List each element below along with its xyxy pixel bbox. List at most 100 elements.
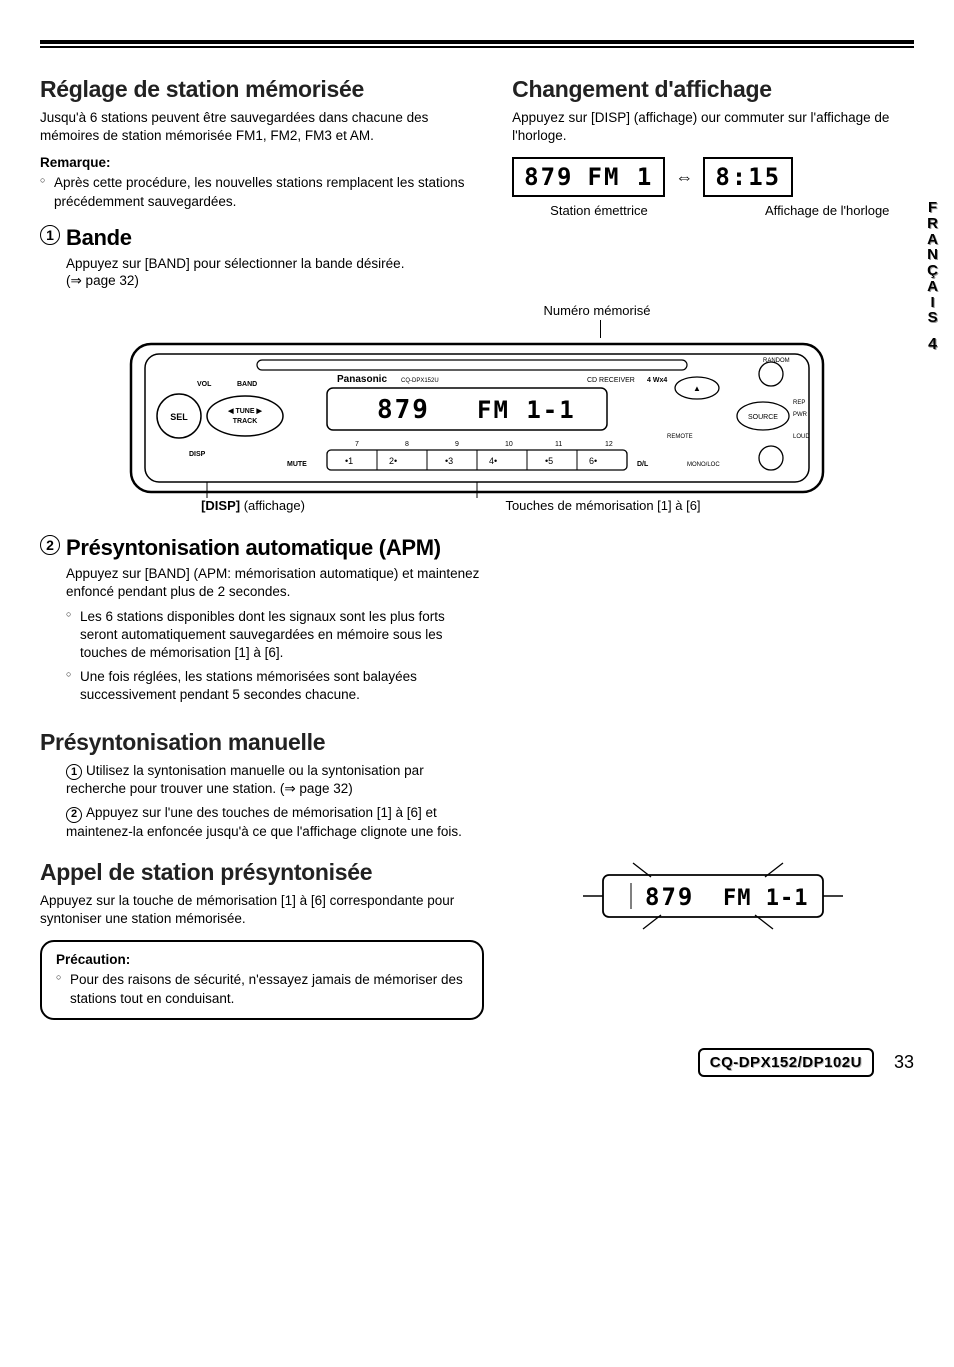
display-toggle-row: 879 FM 1 ⇔ 8:15 <box>512 157 914 197</box>
lcd-clock: 8:15 <box>715 163 781 191</box>
receiver-label: CD RECEIVER <box>587 377 635 384</box>
radio-diagram-area: Numéro mémorisé SEL ◀ TUNE ▶ TRACK VOL B… <box>40 303 914 513</box>
side-tab-letter: N <box>927 247 938 263</box>
manual-2-num: 2 <box>66 807 82 823</box>
svg-text:MUTE: MUTE <box>287 461 307 468</box>
side-tab-letter: R <box>927 216 938 232</box>
model-small-label: CQ-DPX152U <box>401 378 439 384</box>
btn-sel-label: SEL <box>170 412 188 422</box>
side-tab-letter: F <box>927 200 938 216</box>
svg-text:FM 1-1: FM 1-1 <box>477 396 576 424</box>
step-1-text: Appuyez sur [BAND] pour sélectionner la … <box>66 255 484 273</box>
step-2-title: Présyntonisation automatique (APM) <box>66 535 484 561</box>
caption-clock: Affichage de l'horloge <box>740 203 914 218</box>
right-column-lower: 879 FM 1-1 <box>512 521 914 936</box>
svg-text:SOURCE: SOURCE <box>748 414 778 421</box>
manual-step-2: 2Appuyez sur l'une des touches de mémori… <box>66 804 484 841</box>
manual-step-1: 1Utilisez la syntonisation manuelle ou l… <box>66 762 484 799</box>
display-captions: Station émettrice Affichage de l'horloge <box>512 203 914 218</box>
step-2-number: 2 <box>40 535 60 555</box>
heading-manual: Présyntonisation manuelle <box>40 729 484 756</box>
page-number: 33 <box>894 1052 914 1073</box>
lcd-clock-box: 8:15 <box>703 157 793 197</box>
svg-text:VOL: VOL <box>197 381 212 388</box>
svg-text:12: 12 <box>605 441 613 448</box>
remarque-item: Après cette procédure, les nouvelles sta… <box>40 174 484 210</box>
svg-text:•5: •5 <box>545 456 553 466</box>
caution-label: Précaution: <box>56 952 468 967</box>
svg-text:TRACK: TRACK <box>233 418 258 425</box>
svg-text:879: 879 <box>645 883 694 911</box>
svg-text:2•: 2• <box>389 456 397 466</box>
caution-box: Précaution: Pour des raisons de sécurité… <box>40 940 484 1019</box>
svg-text:8: 8 <box>405 441 409 448</box>
left-column-lower: 2 Présyntonisation automatique (APM) App… <box>40 521 484 1020</box>
side-tab-letter: I <box>927 295 938 311</box>
step-2: 2 Présyntonisation automatique (APM) App… <box>40 535 484 711</box>
svg-text:REP: REP <box>793 400 805 406</box>
lcd-station-band: FM 1 <box>588 163 654 191</box>
step-1-title: Bande <box>66 225 484 251</box>
step-1-pageref: (⇒ page 32) <box>66 273 484 289</box>
svg-text:DISP: DISP <box>189 451 206 458</box>
svg-text:◀ TUNE ▶: ◀ TUNE ▶ <box>227 408 262 415</box>
step-2-text: Appuyez sur [BAND] (APM: mémorisation au… <box>66 565 484 601</box>
page-top-rule <box>40 40 914 48</box>
step-1-number: 1 <box>40 225 60 245</box>
svg-text:4•: 4• <box>489 456 497 466</box>
left-column: Réglage de station mémorisée Jusqu'à 6 s… <box>40 76 484 289</box>
heading-reglage: Réglage de station mémorisée <box>40 76 484 103</box>
svg-text:7: 7 <box>355 441 359 448</box>
step-2-bullet-1: Les 6 stations disponibles dont les sign… <box>66 608 484 663</box>
svg-text:PWR: PWR <box>793 412 808 418</box>
svg-text:LOUD: LOUD <box>793 434 810 440</box>
small-lcd-figure: 879 FM 1-1 <box>512 861 914 936</box>
svg-text:10: 10 <box>505 441 513 448</box>
side-tab-letter: A <box>927 232 938 248</box>
leader-line-top <box>600 320 601 338</box>
radio-faceplate-svg: SEL ◀ TUNE ▶ TRACK VOL BAND DISP Panason… <box>127 338 827 498</box>
side-tab-letter: A <box>927 279 938 295</box>
power-spec: 4 Wx4 <box>647 377 667 384</box>
svg-text:9: 9 <box>455 441 459 448</box>
svg-text:11: 11 <box>555 441 562 448</box>
reglage-body: Jusqu'à 6 stations peuvent être sauvegar… <box>40 109 484 145</box>
brand-label: Panasonic <box>337 374 387 385</box>
lcd-station-freq: 879 <box>524 163 573 191</box>
svg-text:MONO/LOC: MONO/LOC <box>687 462 720 468</box>
lcd-station-box: 879 FM 1 <box>512 157 665 197</box>
step-1: 1 Bande Appuyez sur [BAND] pour sélectio… <box>40 225 484 289</box>
remarque-label: Remarque: <box>40 155 484 170</box>
svg-text:REMOTE: REMOTE <box>667 434 693 440</box>
right-column-top: Changement d'affichage Appuyez sur [DISP… <box>512 76 914 218</box>
caption-station: Station émettrice <box>512 203 686 218</box>
step-2-bullet-2: Une fois réglées, les stations mémorisée… <box>66 668 484 704</box>
heading-changement: Changement d'affichage <box>512 76 914 103</box>
caption-disp: [DISP] (affichage) <box>127 498 379 513</box>
svg-text:•3: •3 <box>445 456 453 466</box>
manual-2-text: Appuyez sur l'une des touches de mémoris… <box>66 805 462 838</box>
heading-appel: Appel de station présyntonisée <box>40 859 484 886</box>
side-tab-pagemark: 4 <box>927 336 938 354</box>
bi-arrow-icon: ⇔ <box>675 167 693 188</box>
svg-text:6•: 6• <box>589 456 597 466</box>
caption-presets: Touches de mémorisation [1] à [6] <box>379 498 827 513</box>
manual-1-num: 1 <box>66 764 82 780</box>
manual-1-text: Utilisez la syntonisation manuelle ou la… <box>66 763 424 796</box>
changement-body: Appuyez sur [DISP] (affichage) our commu… <box>512 109 914 145</box>
language-side-tab: F R A N Ç A I S 4 <box>927 200 938 354</box>
svg-text:▲: ▲ <box>693 384 701 393</box>
radio-top-label: Numéro mémorisé <box>280 303 914 318</box>
side-tab-letter: Ç <box>927 263 938 279</box>
svg-text:•1: •1 <box>345 456 353 466</box>
page-footer: CQ-DPX152/DP102U 33 <box>40 1048 914 1077</box>
svg-text:D/L: D/L <box>637 461 649 468</box>
caution-item: Pour des raisons de sécurité, n'essayez … <box>56 971 468 1007</box>
svg-text:FM 1-1: FM 1-1 <box>723 886 808 911</box>
svg-text:BAND: BAND <box>237 381 257 388</box>
side-tab-letter: S <box>927 310 938 326</box>
appel-body: Appuyez sur la touche de mémorisation [1… <box>40 892 484 928</box>
model-number-box: CQ-DPX152/DP102U <box>698 1048 874 1077</box>
svg-text:RANDOM: RANDOM <box>763 358 790 364</box>
svg-text:879: 879 <box>377 395 430 425</box>
